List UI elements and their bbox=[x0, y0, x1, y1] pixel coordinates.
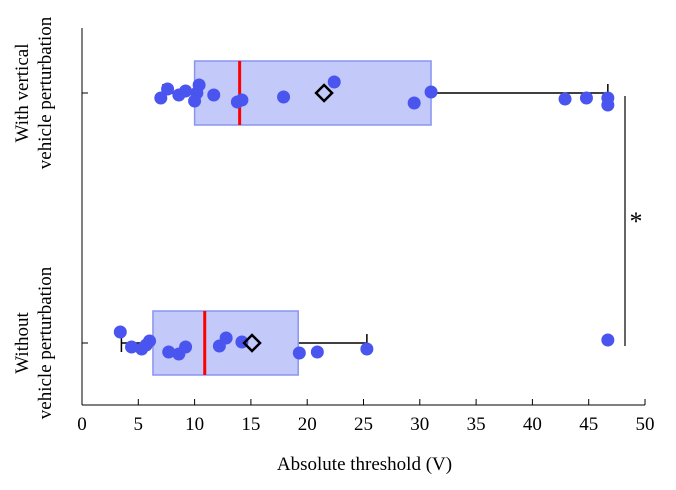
points-layer bbox=[113, 75, 615, 361]
data-point bbox=[154, 91, 168, 105]
data-point bbox=[161, 82, 175, 96]
data-point bbox=[235, 93, 249, 107]
axes-layer: 0 5 10 15 20 25 30 35 40 45 50 Absolute threshold (… bbox=[12, 16, 655, 475]
x-tick-label: 45 bbox=[579, 414, 598, 435]
x-tick-label: 25 bbox=[354, 414, 373, 435]
x-tick-label: 5 bbox=[134, 414, 144, 435]
category-label-line1: With vertical bbox=[12, 44, 33, 143]
x-tick-label: 30 bbox=[410, 414, 429, 435]
data-point bbox=[424, 85, 438, 99]
x-tick-label: 20 bbox=[298, 414, 317, 435]
data-point bbox=[219, 331, 233, 345]
data-point bbox=[179, 340, 193, 354]
iqr-box bbox=[193, 60, 432, 126]
data-point bbox=[277, 90, 291, 104]
data-point bbox=[292, 346, 306, 360]
mean-marker bbox=[242, 333, 262, 353]
x-axis-title: Absolute threshold (V) bbox=[277, 454, 452, 475]
x-tick-label: 50 bbox=[636, 414, 655, 435]
data-point bbox=[327, 75, 341, 89]
data-point bbox=[601, 333, 615, 347]
data-point bbox=[179, 84, 193, 98]
data-point bbox=[125, 340, 139, 354]
data-point bbox=[601, 91, 615, 105]
data-point bbox=[360, 342, 374, 356]
data-point bbox=[143, 334, 157, 348]
significance-label: * bbox=[630, 207, 643, 236]
boxes-layer bbox=[120, 60, 610, 376]
data-point bbox=[310, 345, 324, 359]
data-point bbox=[113, 325, 127, 339]
x-tick-label: 0 bbox=[77, 414, 87, 435]
category-label-line2: vehicle perturbation bbox=[35, 266, 56, 419]
data-point bbox=[407, 96, 421, 110]
data-point bbox=[207, 88, 221, 102]
x-tick-label: 40 bbox=[523, 414, 542, 435]
x-tick-label: 35 bbox=[467, 414, 486, 435]
data-point bbox=[558, 92, 572, 106]
category-label-line1: Without bbox=[12, 312, 33, 374]
annotation-layer: * bbox=[624, 96, 643, 346]
data-point bbox=[162, 345, 176, 359]
data-point bbox=[192, 78, 206, 92]
mean-marker bbox=[314, 83, 334, 103]
x-tick-label: 10 bbox=[185, 414, 204, 435]
data-point bbox=[579, 91, 593, 105]
category-label-line2: vehicle perturbation bbox=[35, 16, 56, 169]
x-tick-label: 15 bbox=[241, 414, 260, 435]
